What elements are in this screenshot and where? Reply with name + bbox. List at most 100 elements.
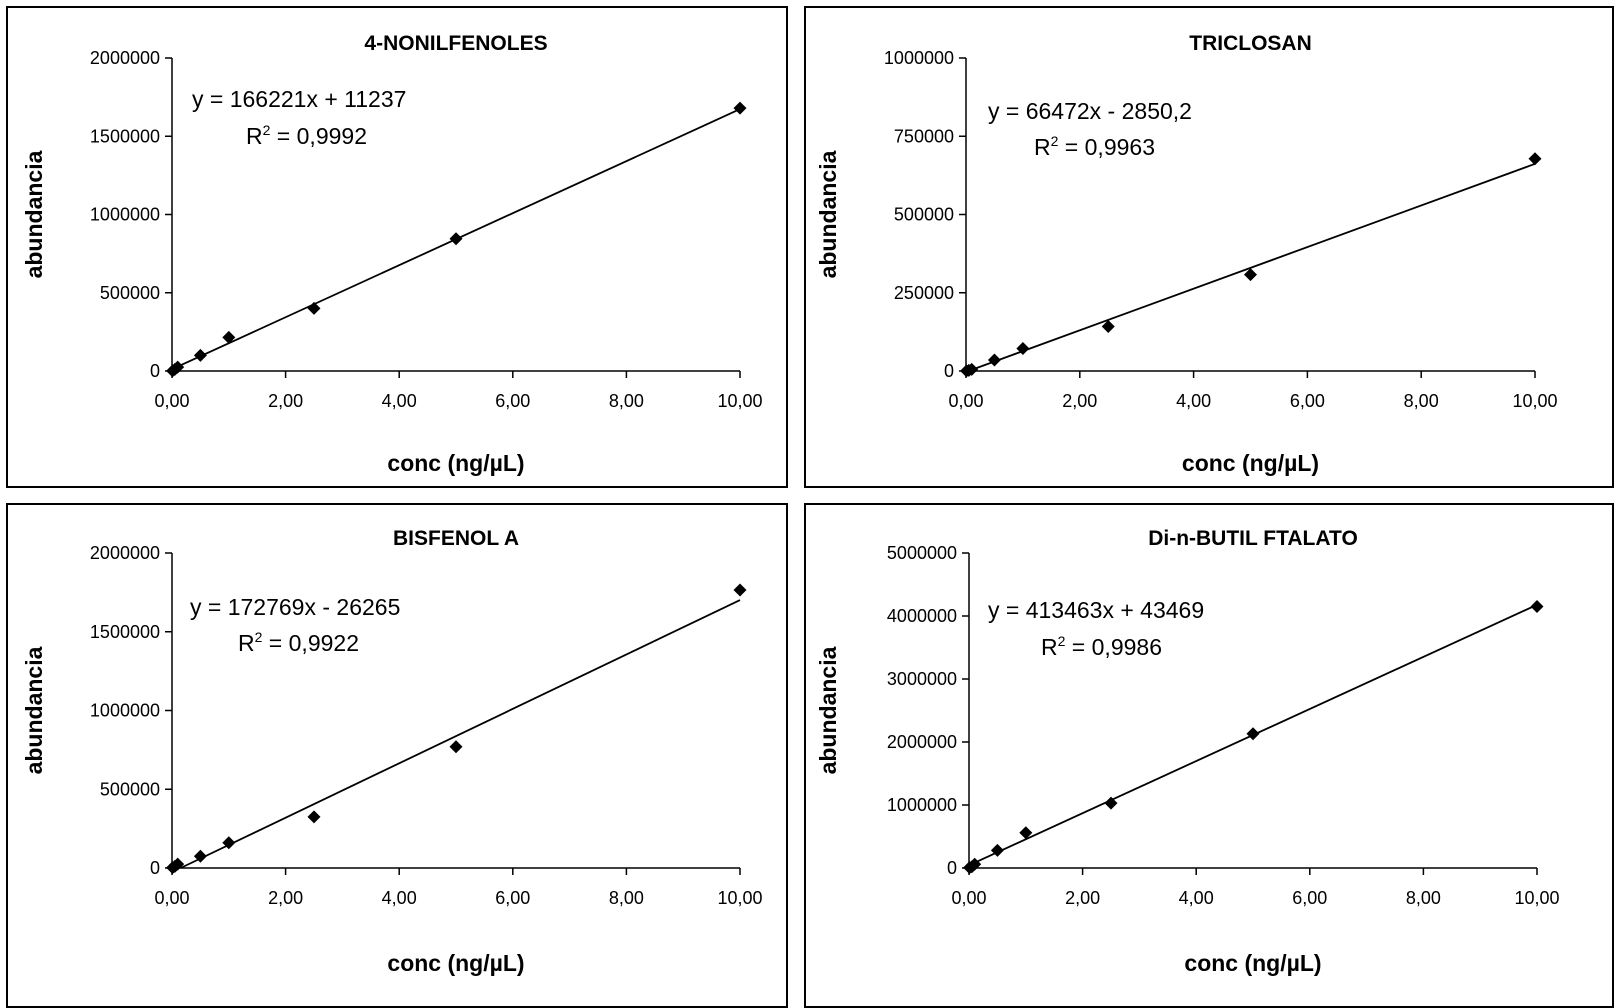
r-squared-value: = 0,9963: [1058, 134, 1155, 160]
data-point: [733, 101, 747, 115]
data-point: [222, 330, 236, 344]
chart-title: 4-NONILFENOLES: [364, 32, 547, 55]
y-tick-label: 5000000: [887, 543, 957, 563]
trendline: [180, 599, 741, 869]
y-tick-label: 500000: [100, 779, 160, 799]
x-tick-label: 6,00: [495, 391, 530, 411]
data-point: [171, 360, 185, 374]
x-tick-label: 2,00: [268, 391, 303, 411]
r-squared-label: R2 = 0,9922: [238, 629, 359, 656]
x-tick-label: 0,00: [951, 888, 986, 908]
chart-svg: Di-n-BUTIL FTALATO 0 1000000 2000000 3000000…: [815, 527, 1560, 976]
y-tick-label: 250000: [894, 283, 954, 303]
data-point: [990, 843, 1004, 857]
y-tick-label: 1000000: [884, 48, 954, 68]
data-point: [1246, 727, 1260, 741]
r-squared-symbol: R: [238, 630, 255, 656]
r-squared-symbol: R: [1034, 134, 1051, 160]
x-tick-label: 8,00: [1404, 391, 1439, 411]
x-tick-label: 4,00: [382, 391, 417, 411]
data-point: [1104, 796, 1118, 810]
r-squared-value: = 0,9992: [270, 123, 367, 149]
regression-equation: y = 172769x - 26265: [190, 594, 400, 620]
y-tick-label: 3000000: [887, 669, 957, 689]
chart-title: BISFENOL A: [393, 527, 519, 550]
x-tick-label: 10,00: [1512, 391, 1557, 411]
x-tick-label: 8,00: [1406, 888, 1441, 908]
y-tick-label: 1500000: [90, 622, 160, 642]
x-tick-label: 10,00: [717, 391, 762, 411]
regression-equation: y = 66472x - 2850,2: [988, 98, 1192, 124]
y-tick-label: 2000000: [90, 543, 160, 563]
y-axis-title: abundancia: [21, 646, 47, 774]
y-tick-label: 500000: [894, 205, 954, 225]
data-point: [1016, 341, 1030, 355]
r-squared-label: R2 = 0,9986: [1041, 633, 1162, 660]
data-point: [1528, 152, 1542, 166]
data-point: [987, 353, 1001, 367]
data-point: [1530, 600, 1544, 614]
r-squared-value: = 0,9922: [262, 630, 359, 656]
y-tick-label: 0: [944, 361, 954, 381]
x-tick-label: 8,00: [609, 391, 644, 411]
data-point: [171, 857, 185, 871]
y-axis-title: abundancia: [21, 150, 47, 278]
x-tick-label: 8,00: [609, 888, 644, 908]
regression-equation: y = 413463x + 43469: [988, 597, 1204, 623]
x-tick-label: 2,00: [268, 888, 303, 908]
data-point: [307, 301, 321, 315]
trendline: [968, 162, 1536, 372]
y-tick-label: 1000000: [90, 701, 160, 721]
x-axis-title: conc (ng/µL): [1182, 450, 1319, 476]
data-point: [307, 810, 321, 824]
r-squared-symbol: R: [1041, 634, 1058, 660]
r-squared-value: = 0,9986: [1065, 634, 1162, 660]
r-squared-exponent: 2: [1058, 633, 1066, 649]
x-tick-label: 0,00: [154, 391, 189, 411]
y-tick-label: 1000000: [887, 795, 957, 815]
y-tick-label: 0: [150, 858, 160, 878]
data-point: [1101, 320, 1115, 334]
y-tick-label: 1000000: [90, 205, 160, 225]
x-axis-title: conc (ng/µL): [387, 950, 524, 976]
r-squared-label: R2 = 0,9992: [246, 122, 367, 149]
data-point: [968, 857, 982, 871]
y-axis-title: abundancia: [815, 150, 841, 278]
x-axis-title: conc (ng/µL): [1184, 950, 1321, 976]
chart-panel-dibutil-ftalato: Di-n-BUTIL FTALATO 0 1000000 2000000 3000000…: [804, 503, 1614, 1008]
x-tick-label: 10,00: [717, 888, 762, 908]
data-point: [193, 849, 207, 863]
x-tick-label: 2,00: [1062, 391, 1097, 411]
chart-title: Di-n-BUTIL FTALATO: [1148, 527, 1358, 550]
data-point: [449, 740, 463, 754]
chart-panel-triclosan: TRICLOSAN 0 250000 500000 750000 1000000 0,00 2…: [804, 6, 1614, 488]
chart-svg: TRICLOSAN 0 250000 500000 750000 1000000 0,00 2…: [815, 32, 1558, 476]
chart-panel-bisfenol-a: BISFENOL A 0 500000 1000000 1500000 2000000 0,…: [6, 503, 788, 1008]
x-tick-label: 4,00: [382, 888, 417, 908]
regression-equation: y = 166221x + 11237: [192, 86, 406, 112]
r-squared-exponent: 2: [1051, 133, 1059, 149]
x-tick-label: 2,00: [1065, 888, 1100, 908]
x-tick-label: 6,00: [1292, 888, 1327, 908]
x-tick-label: 4,00: [1179, 888, 1214, 908]
y-tick-label: 1500000: [90, 126, 160, 146]
x-tick-label: 0,00: [948, 391, 983, 411]
data-point: [965, 362, 979, 376]
x-tick-label: 0,00: [154, 888, 189, 908]
data-point: [193, 348, 207, 362]
y-tick-label: 750000: [894, 126, 954, 146]
r-squared-label: R2 = 0,9963: [1034, 133, 1155, 160]
y-tick-label: 500000: [100, 283, 160, 303]
chart-panel-nonilfenoles: 4-NONILFENOLES 0 500000 1000000 1500000 20000…: [6, 6, 788, 488]
r-squared-exponent: 2: [263, 122, 271, 138]
x-tick-label: 6,00: [495, 888, 530, 908]
y-tick-label: 2000000: [90, 48, 160, 68]
data-point: [733, 583, 747, 597]
data-point: [222, 836, 236, 850]
x-tick-label: 6,00: [1290, 391, 1325, 411]
r-squared-exponent: 2: [255, 629, 263, 645]
r-squared-symbol: R: [246, 123, 263, 149]
chart-svg: 4-NONILFENOLES 0 500000 1000000 1500000 20000…: [21, 32, 763, 476]
y-axis-title: abundancia: [815, 646, 841, 774]
y-tick-label: 0: [150, 361, 160, 381]
